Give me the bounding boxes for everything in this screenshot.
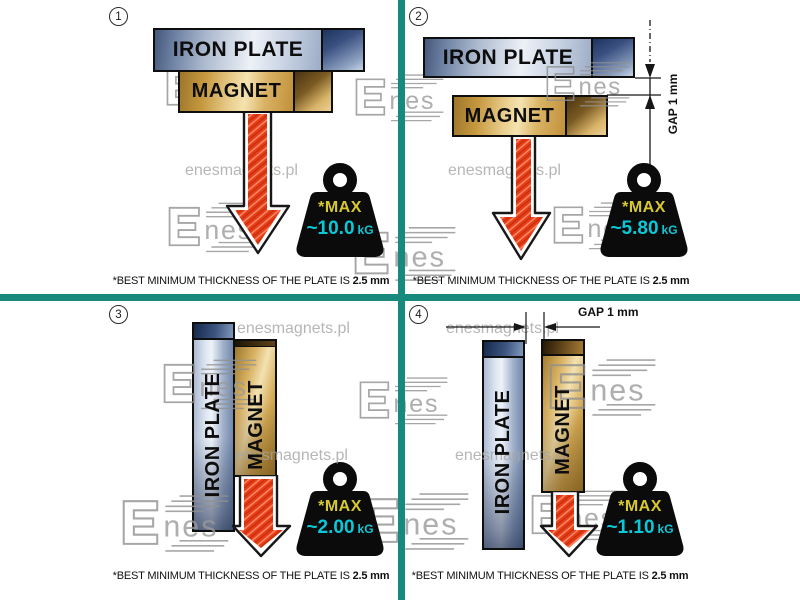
kettlebell-shape	[596, 462, 684, 556]
force-arrow-icon	[231, 475, 292, 558]
site-watermark: enesmagnets.pl	[455, 447, 568, 464]
magnet-cap	[543, 341, 583, 356]
max-label: *MAX	[618, 498, 662, 515]
footnote-bold: 2.5 mm	[352, 570, 390, 582]
force-arrow-icon	[491, 135, 552, 261]
max-unit: kG	[357, 223, 374, 237]
max-unit: kG	[357, 522, 374, 536]
magnet-label: MAGNET	[191, 80, 282, 102]
kettlebell-shape	[296, 163, 384, 257]
max-value: ~1.10 kG	[590, 517, 690, 539]
magnet: MAGNET	[178, 70, 295, 113]
magnet-cap	[235, 341, 275, 347]
footnote: *BEST MINIMUM THICKNESS OF THE PLATE IS …	[413, 275, 690, 287]
weight-icon: *MAX ~5.80 kG	[594, 161, 694, 261]
max-value: ~2.00 kG	[290, 517, 390, 539]
enes-logo-watermark	[543, 58, 633, 109]
gap-value: 1 mm	[607, 305, 639, 319]
iron-plate-cap	[484, 342, 523, 358]
site-watermark: enesmagnets.pl	[235, 447, 348, 464]
max-value: ~10.0 kG	[290, 218, 390, 240]
kettlebell-shape	[296, 462, 384, 556]
quadrant-2-number: 2	[409, 7, 428, 26]
force-arrow-icon	[225, 110, 291, 255]
weight-icon: *MAX ~1.10 kG	[590, 460, 690, 560]
kettlebell-shape	[600, 163, 688, 257]
footnote-text: *BEST MINIMUM THICKNESS OF THE PLATE IS	[112, 570, 350, 582]
weight-icon: *MAX ~2.00 kG	[290, 460, 390, 560]
iron-plate-cap	[194, 324, 233, 340]
footnote-text: *BEST MINIMUM THICKNESS OF THE PLATE IS	[112, 275, 350, 287]
max-value: ~5.80 kG	[594, 218, 694, 240]
max-value-number: ~5.80	[610, 218, 659, 239]
footnote-bold: 2.5 mm	[352, 275, 390, 287]
site-watermark: enesmagnets.pl	[237, 320, 350, 337]
gap-dimension-label: GAP 1 mm	[666, 59, 682, 149]
footnote: *BEST MINIMUM THICKNESS OF THE PLATE IS …	[412, 570, 689, 582]
iron-plate-label: IRON PLATE	[172, 38, 304, 61]
magnet-label: MAGNET	[245, 380, 267, 470]
gap-dimension	[607, 20, 661, 165]
iron-plate	[482, 340, 525, 550]
footnote: *BEST MINIMUM THICKNESS OF THE PLATE IS …	[113, 570, 390, 582]
weight-icon: *MAX ~10.0 kG	[290, 161, 390, 261]
max-value-number: ~1.10	[606, 517, 655, 538]
quadrant-4-number: 4	[409, 305, 428, 324]
magnet: MAGNET	[452, 95, 567, 137]
divider-horizontal	[0, 294, 800, 301]
footnote: *BEST MINIMUM THICKNESS OF THE PLATE IS …	[113, 275, 390, 287]
site-watermark: enesmagnets.pl	[446, 320, 559, 337]
iron-plate-label: IRON PLATE	[442, 45, 574, 69]
max-unit: kG	[661, 223, 678, 237]
max-unit: kG	[657, 522, 674, 536]
iron-plate-label: IRON PLATE	[202, 372, 224, 498]
force-arrow-icon	[539, 491, 599, 558]
iron-plate: IRON PLATE	[423, 37, 593, 78]
magnet-side	[293, 70, 333, 113]
iron-plate: IRON PLATE	[153, 28, 323, 72]
quadrant-3-number: 3	[109, 305, 128, 324]
max-label: *MAX	[318, 498, 362, 515]
iron-plate-side	[321, 28, 365, 72]
gap-label: GAP	[666, 108, 680, 135]
footnote-bold: 2.5 mm	[651, 570, 689, 582]
magnet-label: MAGNET	[552, 385, 574, 475]
gap-dimension	[446, 312, 600, 344]
max-label: *MAX	[318, 199, 362, 216]
quadrant-1-number: 1	[109, 7, 128, 26]
footnote-text: *BEST MINIMUM THICKNESS OF THE PLATE IS	[412, 275, 650, 287]
gap-dimension-label: GAP 1 mm	[578, 305, 639, 319]
gap-label: GAP	[578, 305, 604, 319]
footnote-text: *BEST MINIMUM THICKNESS OF THE PLATE IS	[411, 570, 649, 582]
footnote-bold: 2.5 mm	[652, 275, 690, 287]
magnet-label: MAGNET	[464, 104, 555, 127]
max-value-number: ~10.0	[306, 218, 355, 239]
iron-plate-label: IRON PLATE	[492, 389, 514, 515]
max-value-number: ~2.00	[306, 517, 355, 538]
max-label: *MAX	[622, 199, 666, 216]
gap-value: 1 mm	[666, 73, 680, 106]
